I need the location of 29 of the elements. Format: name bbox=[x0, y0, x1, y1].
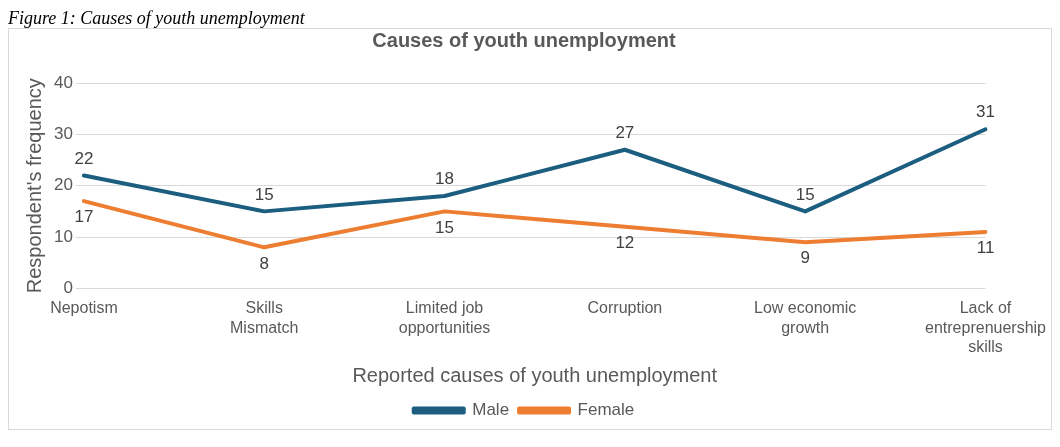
y-tick-label: 10 bbox=[53, 226, 73, 246]
x-tick-label: Limited job opportunities bbox=[398, 299, 491, 336]
x-tick-label: Low economic growth bbox=[754, 299, 857, 336]
x-tick-label: Nepotism bbox=[50, 299, 118, 317]
data-label: 15 bbox=[435, 217, 455, 237]
data-label: 31 bbox=[976, 102, 995, 122]
caption: Figure 1: Causes of youth unemployment bbox=[8, 8, 306, 28]
x-tick-label: Lack of entreprenuership skills bbox=[925, 299, 1047, 355]
data-label: 12 bbox=[615, 232, 635, 252]
legend-label: Male bbox=[472, 400, 510, 420]
y-tick-label: 20 bbox=[53, 175, 73, 195]
legend-label: Female bbox=[577, 400, 635, 420]
data-label: 8 bbox=[259, 253, 269, 273]
chart-title: Causes of youth unemployment bbox=[372, 28, 677, 51]
data-label: 9 bbox=[800, 248, 810, 268]
y-tick-label: 0 bbox=[63, 278, 73, 298]
x-tick-label: Skills Mismatch bbox=[230, 299, 299, 336]
data-label: 22 bbox=[74, 148, 94, 168]
y-tick-label: 40 bbox=[53, 72, 73, 92]
y-axis-title: Respondent's frequency bbox=[22, 78, 45, 294]
data-label: 11 bbox=[976, 238, 995, 258]
data-label: 15 bbox=[795, 184, 815, 204]
x-axis-title: Reported causes of youth unemployment bbox=[352, 363, 718, 386]
data-label: 18 bbox=[435, 169, 455, 189]
data-label: 27 bbox=[615, 122, 635, 142]
y-tick-label: 30 bbox=[53, 124, 73, 144]
data-label: 17 bbox=[74, 207, 94, 227]
data-label: 15 bbox=[254, 184, 274, 204]
x-tick-label: Corruption bbox=[587, 299, 663, 317]
